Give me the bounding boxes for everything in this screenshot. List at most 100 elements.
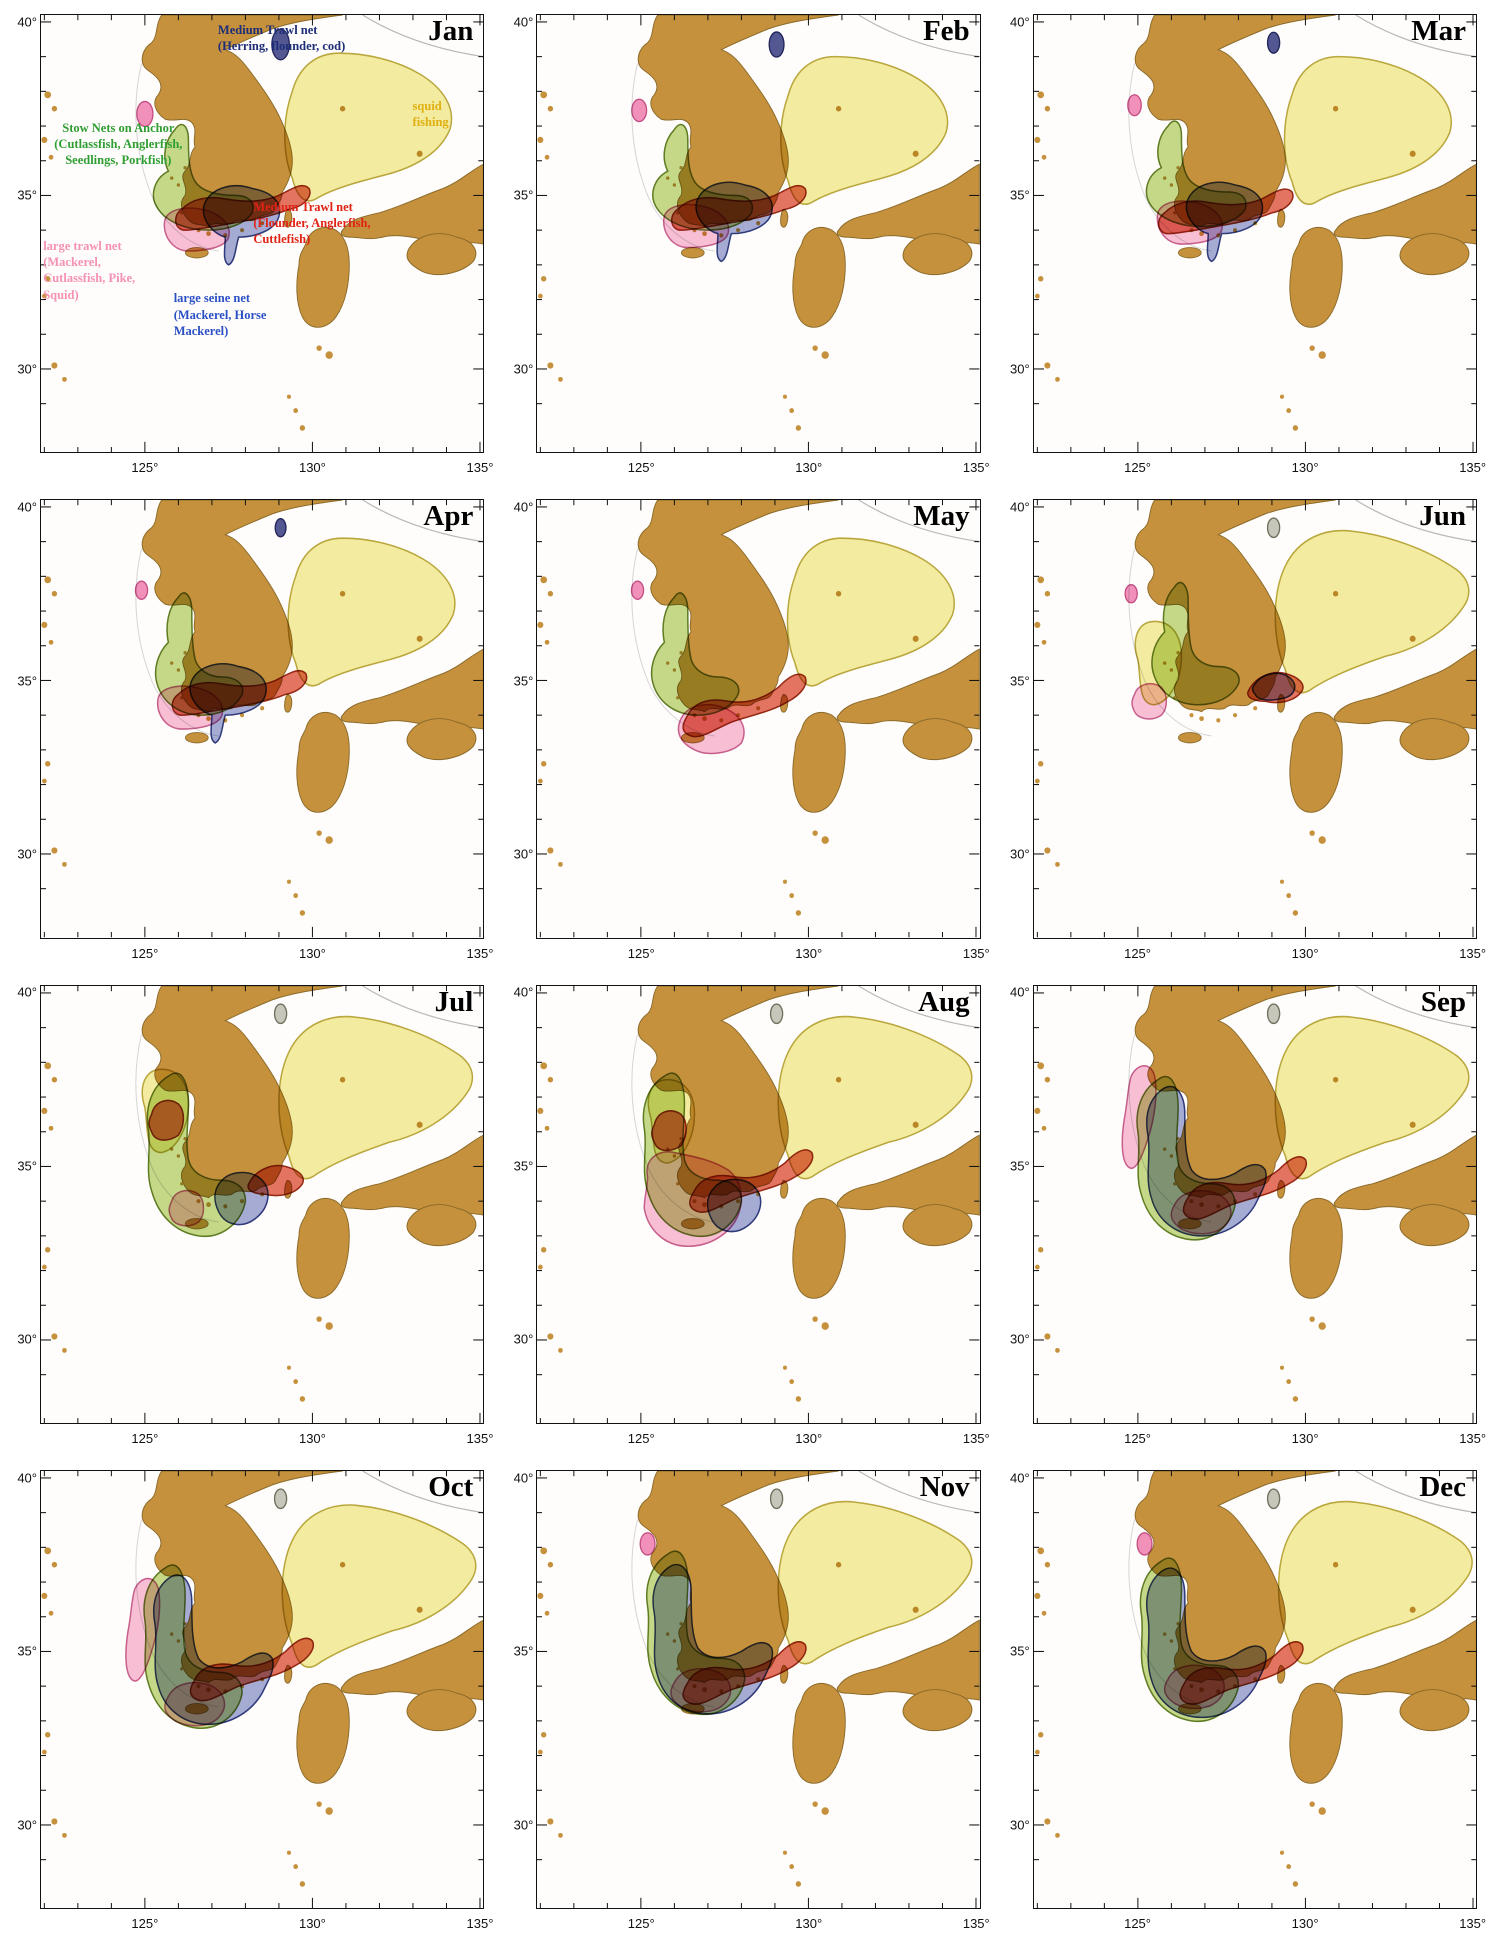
russia-coastline [362, 1470, 484, 1513]
fishing-ground-gray [1266, 1002, 1280, 1024]
small-island [1033, 136, 1041, 144]
landmass-shikoku [902, 233, 973, 276]
small-island [789, 408, 795, 414]
lat-tick-label: 30° [513, 361, 534, 377]
small-island [1252, 706, 1257, 711]
small-island [260, 706, 265, 711]
lat-tick-label: 30° [1009, 361, 1030, 377]
small-island [1034, 1749, 1040, 1755]
lon-tick-label: 130° [795, 1916, 823, 1931]
small-island [783, 1365, 788, 1370]
small-island [812, 345, 819, 351]
island-jeju [1177, 247, 1202, 259]
russia-coastline [362, 985, 484, 1028]
map-frame: Feb 40° 35° 30° 125° 130° 135° [514, 14, 990, 475]
axis-ticks [41, 1470, 484, 1908]
small-island [42, 1749, 47, 1755]
small-island [299, 425, 306, 431]
small-island [1189, 713, 1194, 718]
lat-tick-label: 30° [17, 846, 37, 862]
small-island [1033, 622, 1041, 629]
small-island [45, 1246, 51, 1253]
lon-tick-label: 125° [131, 1916, 159, 1931]
small-island [1292, 1880, 1298, 1887]
legend-squid-fishing: squid fishing [412, 99, 449, 130]
fishing-ground-yellow [278, 1015, 474, 1179]
lat-tick-label: 30° [17, 1331, 37, 1347]
small-island [821, 1807, 830, 1815]
small-island [541, 1246, 547, 1253]
landmass-kyushu [296, 1682, 350, 1784]
small-island [547, 847, 554, 854]
lat-tick-label: 35° [17, 673, 37, 689]
small-island [42, 1264, 47, 1270]
small-island [541, 1731, 547, 1738]
lat-tick-label: 40° [1009, 1470, 1030, 1486]
small-island [538, 1264, 544, 1270]
lon-tick-label: 135° [466, 460, 494, 476]
small-island [51, 591, 58, 597]
lon-tick-label: 125° [1124, 1916, 1151, 1931]
russia-coastline [1355, 15, 1476, 58]
month-label: Mar [1411, 15, 1466, 47]
fishing-ground-yellow [777, 1500, 973, 1665]
month-label: Sep [1420, 985, 1466, 1018]
small-island [796, 1880, 802, 1887]
lon-tick-label: 125° [131, 460, 159, 476]
lat-tick-label: 40° [17, 1470, 37, 1486]
russia-coastline [858, 15, 980, 58]
small-island [789, 1378, 795, 1384]
map-frame: Dec 40° 35° 30° 125° 130° 135° [1010, 1469, 1486, 1931]
small-island [1318, 1321, 1326, 1330]
map-frame: Oct 40° 35° 30° 125° 130° 135° [17, 1469, 493, 1931]
lat-tick-label: 40° [1009, 14, 1030, 30]
russia-coastline [858, 985, 980, 1028]
small-island [316, 830, 322, 837]
small-island [1309, 830, 1315, 837]
landmass-shikoku [1399, 1203, 1469, 1246]
small-island [41, 1592, 48, 1599]
axis-ticks [537, 500, 980, 938]
lon-tick-label: 130° [795, 1430, 823, 1446]
map-panel-aug: Aug 40° 35° 30° 125° 130° 135° [504, 977, 990, 1454]
small-island [293, 1378, 299, 1384]
small-island [44, 91, 52, 99]
landmass-kyushu [792, 1682, 847, 1784]
map-frame: Sep 40° 35° 30° 125° 130° 135° [1010, 984, 1486, 1446]
lat-tick-label: 40° [513, 984, 534, 1000]
lat-tick-label: 35° [1009, 1643, 1030, 1659]
fishing-ground-gray [770, 1002, 784, 1024]
small-island [1285, 1378, 1291, 1384]
small-island [783, 879, 788, 885]
month-label: Aug [918, 985, 970, 1018]
island-jeju [185, 732, 209, 744]
map-mar [1033, 15, 1476, 453]
small-island [286, 1365, 291, 1370]
fishing-ground-pinkdot [136, 100, 154, 128]
lon-tick-label: 125° [627, 945, 655, 961]
fishing-ground-navy [271, 28, 290, 61]
map-frame: Apr 40° 35° 30° 125° 130° 135° [17, 499, 493, 961]
axis-ticks [537, 15, 980, 453]
fishing-ground-gray [273, 1488, 288, 1509]
small-island [48, 640, 54, 645]
small-island [538, 778, 544, 784]
axis-ticks [1033, 1470, 1476, 1908]
fishing-ground-red [171, 670, 308, 717]
landmass-kyushu [1289, 226, 1343, 328]
small-island [548, 591, 554, 597]
fishing-ground-yellow [780, 55, 949, 205]
map-frame: Jun 40° 35° 30° 125° 130° 135° [1010, 499, 1486, 961]
small-island [545, 154, 550, 160]
month-label: Jan [428, 15, 474, 47]
lon-tick-label: 130° [298, 460, 326, 476]
small-island [41, 1107, 48, 1114]
russia-coastline [1355, 1470, 1476, 1513]
small-island [540, 1061, 548, 1069]
map-apr [41, 500, 484, 938]
small-island [1037, 1246, 1044, 1253]
month-label: May [913, 500, 970, 533]
small-island [48, 1125, 54, 1131]
small-island [1309, 345, 1315, 351]
map-frame: Jan 40° 35° 30° 125° 130° 135° Medium Trawl net… [17, 14, 493, 475]
